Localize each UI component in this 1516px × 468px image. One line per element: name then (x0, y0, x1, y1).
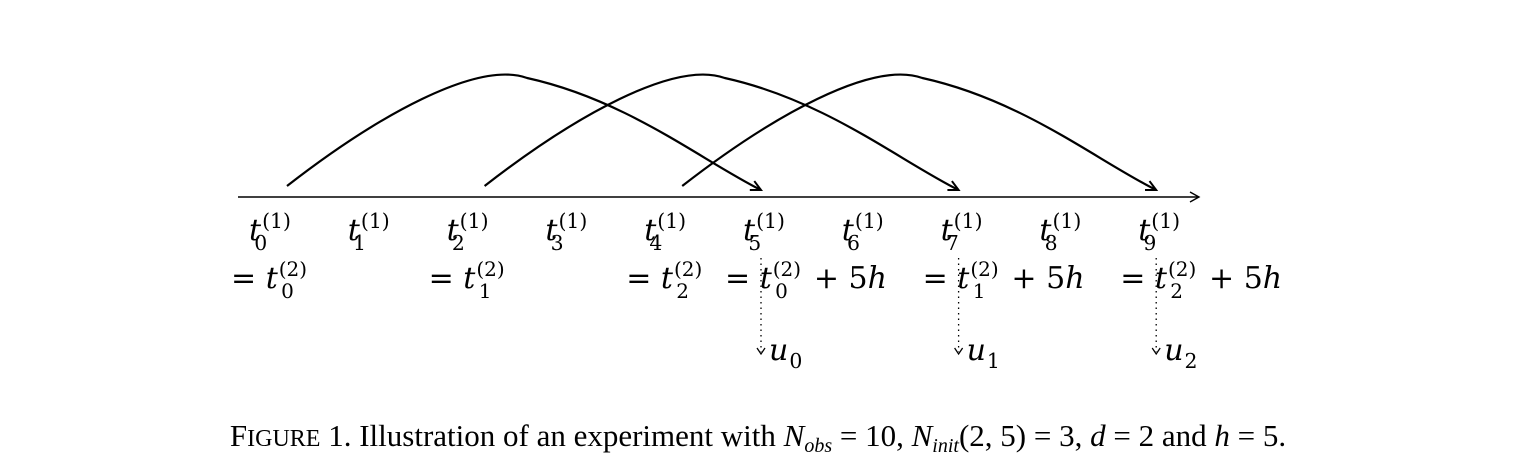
caption-d: d = 2 (1090, 418, 1155, 453)
time-label-t8: t(1) 8 (1039, 209, 1081, 255)
output-arrow-head (756, 347, 766, 356)
caption-text: Illustration of an experiment with (359, 418, 776, 453)
output-label-u1: u1 (967, 333, 1000, 373)
caption-label: FIGURE 1. (229, 418, 352, 453)
arc-arrows (286, 73, 1159, 192)
equality-labels: = t(2) 0 = t(2) 1 = t(2) 2 = t(2) 0 + 5h = t(2) 1 +… (231, 257, 1282, 303)
output-label-u2: u2 (1164, 333, 1197, 373)
caption-h: h = 5. (1214, 418, 1287, 453)
caption-n-init: Ninit(2, 5) = 3, (911, 418, 1083, 457)
time-label-t2: t(1) 2 (447, 209, 489, 255)
arc-arrow-0-to-5 (286, 73, 763, 192)
caption-n-obs: Nobs = 10, (783, 418, 904, 457)
output-arrow-head (1151, 347, 1161, 356)
arc-arrow-4-to-9 (681, 73, 1159, 192)
equality-label: = t(2) 2 + 5h (1120, 257, 1282, 303)
output-arrows: u0 u1 u2 (756, 258, 1198, 373)
time-axis-arrow (1189, 191, 1201, 203)
arc-arrow-2-to-7 (483, 73, 961, 192)
time-label-t0: t(1) 0 (249, 209, 291, 255)
time-label-t9: t(1) 9 (1138, 209, 1180, 255)
time-label-t4: t(1) 4 (644, 209, 686, 255)
output-arrow-head (954, 347, 964, 356)
time-label-t3: t(1) 3 (545, 209, 587, 255)
time-label-t6: t(1) 6 (842, 209, 884, 255)
equality-label: = t(2) 2 (626, 257, 702, 303)
output-label-u0: u0 (769, 333, 802, 373)
equality-label: = t(2) 0 (231, 257, 307, 303)
equality-label: = t(2) 0 + 5h (725, 257, 887, 303)
time-labels: t(1) 0 t(1) 1 t(1) 2 t(1) 3 t(1) 4 t(1) 5 t(1) 6 t(1) 7… (249, 209, 1180, 255)
time-label-t5: t(1) 5 (743, 209, 785, 255)
equality-label: = t(2) 1 + 5h (923, 257, 1085, 303)
figure-caption: FIGURE 1. Illustration of an experiment … (0, 418, 1516, 458)
caption-and: and (1161, 418, 1207, 453)
time-label-t1: t(1) 1 (348, 209, 390, 255)
time-label-t7: t(1) 7 (941, 209, 983, 255)
equality-label: = t(2) 1 (429, 257, 505, 303)
